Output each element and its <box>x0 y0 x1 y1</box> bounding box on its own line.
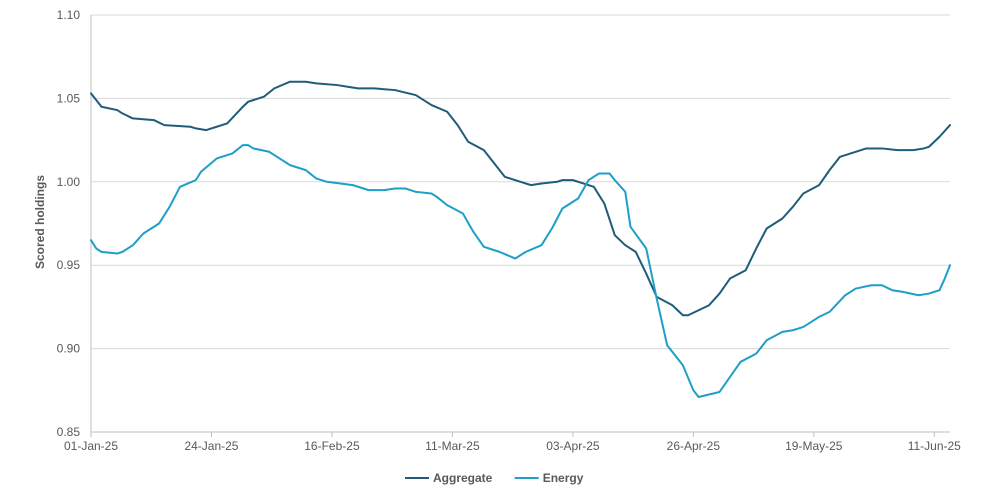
series-line-aggregate <box>90 80 951 317</box>
axes <box>90 15 950 437</box>
y-tick-label: 0.95 <box>57 258 81 272</box>
legend-label-aggregate: Aggregate <box>433 471 493 485</box>
y-tick-label: 1.10 <box>57 8 81 22</box>
y-tick-label: 1.00 <box>57 175 81 189</box>
legend-label-energy: Energy <box>543 471 584 485</box>
x-tick-label: 24-Jan-25 <box>184 439 238 453</box>
y-tick-label: 0.85 <box>57 425 81 439</box>
y-tick-label: 1.05 <box>57 91 81 105</box>
series-line-energy <box>90 144 951 398</box>
x-tick-label: 16-Feb-25 <box>304 439 360 453</box>
y-axis-title: Scored holdings <box>33 175 47 269</box>
x-tick-label: 26-Apr-25 <box>667 439 721 453</box>
x-tick-label: 11-Mar-25 <box>425 439 480 453</box>
x-tick-label: 19-May-25 <box>785 439 843 453</box>
x-tick-label: 11-Jun-25 <box>908 439 961 453</box>
y-tick-label: 0.90 <box>57 342 81 356</box>
series-lines <box>90 80 951 398</box>
x-tick-label: 03-Apr-25 <box>546 439 600 453</box>
legend: Aggregate Energy <box>405 471 584 485</box>
x-tick-label: 01-Jan-25 <box>64 439 118 453</box>
